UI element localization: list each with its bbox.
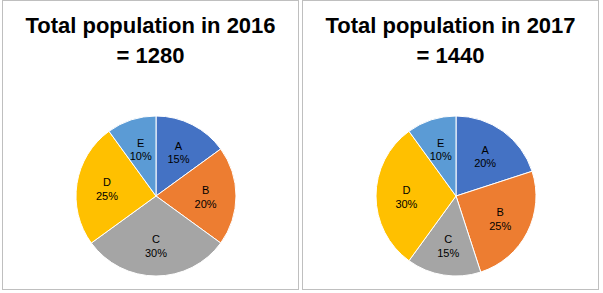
svg-text:B20%: B20% (195, 184, 217, 210)
html-text:Total population in 2017 = 144: Total population in 2017 = 1440 (325, 13, 576, 68)
html-text:Total population in 2016 = 128: Total population in 2016 = 1280 (25, 13, 276, 68)
svg-text:A15%: A15% (168, 140, 190, 166)
svg-text:C15%: C15% (437, 233, 459, 259)
svg-text:E10%: E10% (430, 137, 452, 163)
svg-text:D30%: D30% (395, 184, 417, 210)
svg-text:A20%: A20% (474, 144, 496, 170)
svg-text:C30%: C30% (145, 233, 167, 259)
svg-text:D25%: D25% (96, 176, 118, 202)
svg-text:B25%: B25% (489, 206, 511, 232)
svg-text:E10%: E10% (130, 137, 152, 163)
